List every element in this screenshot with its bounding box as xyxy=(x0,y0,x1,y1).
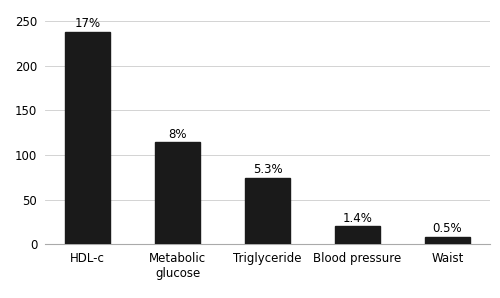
Text: 5.3%: 5.3% xyxy=(252,163,282,176)
Bar xyxy=(245,178,290,244)
Bar xyxy=(65,32,110,244)
Text: 17%: 17% xyxy=(74,17,101,30)
Bar xyxy=(155,142,200,244)
Text: 1.4%: 1.4% xyxy=(342,212,372,225)
Bar xyxy=(335,226,380,244)
Text: 8%: 8% xyxy=(168,128,187,141)
Text: 0.5%: 0.5% xyxy=(432,222,462,235)
Bar xyxy=(425,237,470,244)
